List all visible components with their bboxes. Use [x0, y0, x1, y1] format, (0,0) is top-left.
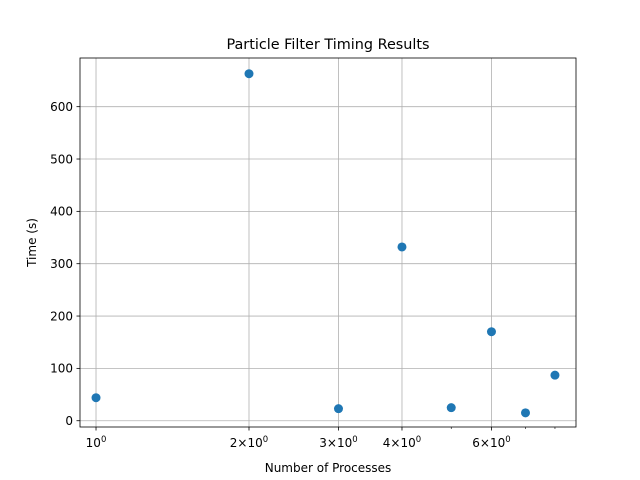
scatter-point: [397, 242, 407, 252]
scatter-point: [446, 403, 456, 413]
y-tick-label: 100: [50, 362, 73, 376]
grid-lines: [80, 58, 576, 427]
x-tick-label: 4×100: [383, 435, 421, 450]
y-tick-label: 0: [65, 414, 73, 428]
y-tick-label: 500: [50, 152, 73, 166]
x-tick-label: 3×100: [319, 435, 357, 450]
y-tick-label: 200: [50, 309, 73, 323]
plot-area-frame: [79, 57, 577, 428]
scatter-point: [333, 404, 343, 414]
x-axis-label: Number of Processes: [265, 461, 392, 475]
x-tick-label: 2×100: [230, 435, 268, 450]
scatter-point: [91, 393, 101, 403]
scatter-point: [244, 69, 254, 79]
y-axis-label: Time (s): [25, 218, 39, 268]
scatter-point: [550, 370, 560, 380]
y-tick-label: 400: [50, 205, 73, 219]
scatter-point: [486, 327, 496, 337]
x-tick-label: 100: [86, 435, 107, 450]
chart-title: Particle Filter Timing Results: [226, 37, 429, 53]
scatter-points: [91, 69, 560, 418]
axis-ticks: 0 100 200 300 400 500 600 100 2×100 3×100 4×100 6×1…: [50, 100, 556, 450]
scatter-point: [520, 408, 530, 418]
y-tick-label: 300: [50, 257, 73, 271]
x-tick-label: 6×100: [472, 435, 510, 450]
y-tick-label: 600: [50, 100, 73, 114]
